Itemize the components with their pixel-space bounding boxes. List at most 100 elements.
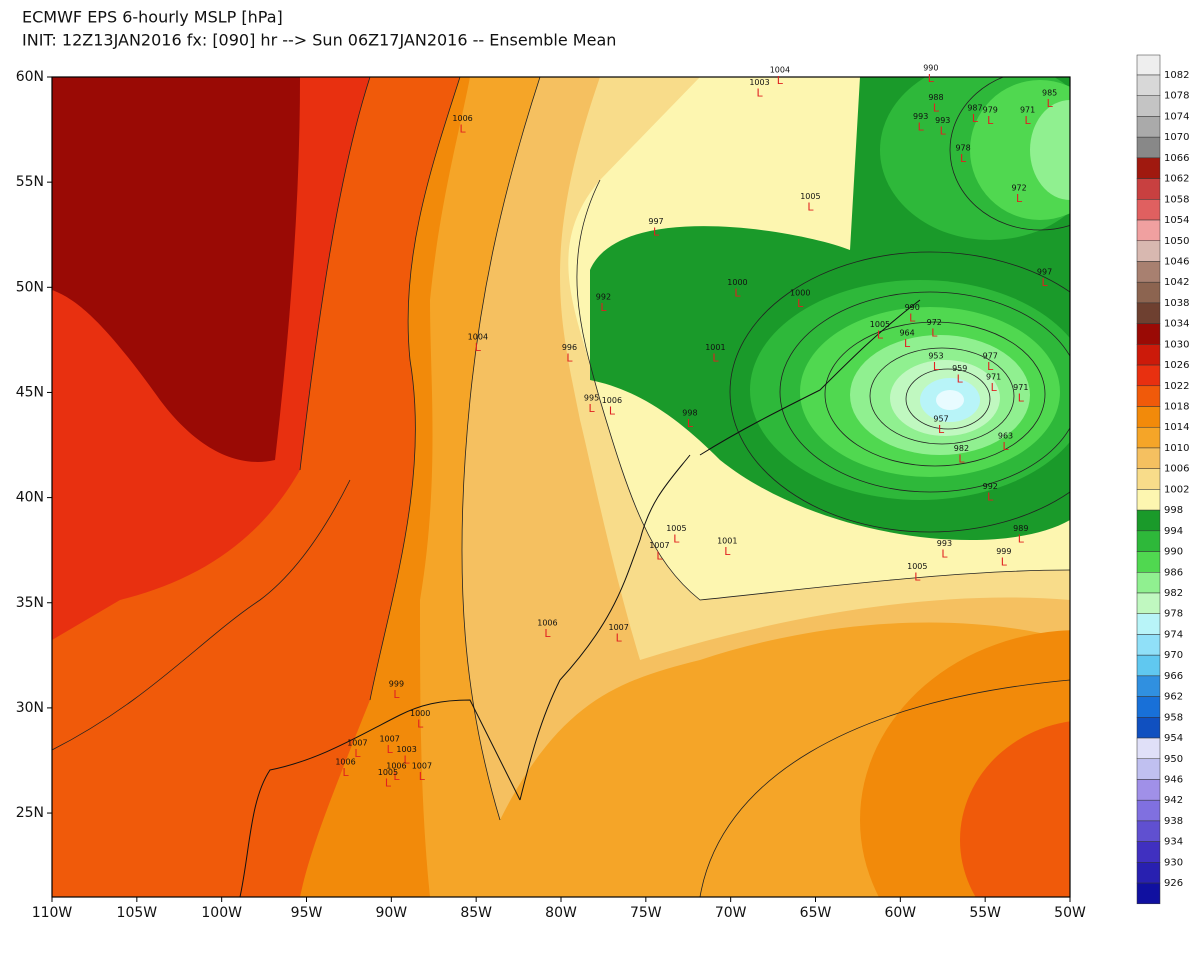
low-symbol: L [616,631,623,644]
low-symbol: L [909,312,916,325]
low-value: 985 [1042,89,1057,98]
colorbar-box [1136,675,1161,697]
low-value: 964 [899,328,914,337]
low-symbol: L [933,101,940,114]
colorbar-box [1136,199,1161,221]
low-value: 1007 [379,734,399,743]
low-value: 1006 [537,619,557,628]
colorbar-label: 946 [1164,774,1183,785]
colorbar-label: 1054 [1164,215,1189,226]
low-value: 987 [967,103,982,112]
low-value: 989 [1013,524,1028,533]
low-symbol: L [566,352,573,365]
low-value: 1006 [602,396,622,405]
low-symbol: L [931,326,938,339]
colorbar-label: 982 [1164,588,1183,599]
x-tick-label: 75W [630,905,662,921]
low-symbol: L [1047,97,1054,110]
low-symbol: L [1018,533,1025,546]
low-symbol: L [987,360,994,373]
colorbar-label: 1058 [1164,194,1189,205]
x-tick-label: 110W [32,905,73,921]
colorbar-label: 1074 [1164,111,1189,122]
colorbar-label: 1050 [1164,236,1189,247]
y-tick-label: 40N [16,490,44,506]
low-symbol: L [1025,114,1032,127]
low-symbol: L [600,301,607,314]
low-value: 1004 [468,333,488,342]
y-tick-label: 30N [16,700,44,716]
low-symbol: L [904,337,911,350]
low-value: 995 [584,394,599,403]
low-symbol: L [687,417,694,430]
colorbar-label: 950 [1164,754,1183,765]
colorbar-label: 962 [1164,692,1183,703]
low-value: 1000 [790,289,810,298]
low-symbol: L [387,743,394,756]
x-tick-label: 60W [884,905,916,921]
low-value: 1005 [800,192,820,201]
colorbar-label: 938 [1164,816,1183,827]
low-symbol: L [958,453,965,466]
low-symbol: L [960,152,967,165]
colorbar-box [1136,136,1161,159]
y-tick-label: 25N [16,805,44,821]
low-value: 982 [954,444,969,453]
low-symbol: L [928,72,935,85]
low-value: 990 [905,303,920,312]
low-value: 1003 [396,745,416,754]
colorbar-box [1136,654,1161,677]
low-symbol: L [957,373,964,386]
colorbar-label: 1034 [1164,319,1189,330]
subtitle: INIT: 12Z13JAN2016 fx: [090] hr --> Sun … [22,31,616,50]
colorbar-box [1136,862,1161,884]
y-tick-label: 55N [16,174,44,190]
colorbar-box [1136,758,1161,780]
colorbar-box [1136,717,1161,739]
colorbar-box [1136,281,1161,304]
colorbar-box [1136,116,1161,138]
low-value: 992 [983,482,998,491]
y-tick-label: 45N [16,384,44,400]
low-symbol: L [918,120,925,133]
colorbar-label: 978 [1164,609,1183,620]
low-symbol: L [417,718,424,731]
colorbar-box [1136,74,1161,96]
low-symbol: L [1016,192,1023,205]
colorbar-box [1136,509,1161,532]
colorbar-box [1136,426,1161,449]
low-value: 1001 [717,537,737,546]
colorbar-label: 1066 [1164,153,1189,164]
y-tick-label: 50N [16,279,44,295]
low-symbol: L [385,777,392,790]
x-tick-label: 100W [201,905,242,921]
colorbar-box [1136,489,1161,511]
low-symbol: L [941,547,948,560]
colorbar-box [1136,468,1161,490]
colorbar-box [1136,530,1161,552]
low-symbol: L [914,570,921,583]
low-symbol: L [807,200,814,213]
colorbar-box [1136,302,1161,324]
low-value: 1007 [649,541,669,550]
colorbar-label: 1022 [1164,381,1189,392]
low-symbol: L [712,352,719,365]
low-symbol: L [393,688,400,701]
colorbar-label: 954 [1164,733,1183,744]
low-symbol: L [991,381,998,394]
colorbar-label: 1010 [1164,443,1189,454]
colorbar-box [1136,613,1161,635]
low-value: 963 [998,432,1013,441]
low-symbol: L [734,287,741,300]
low-value: 1004 [770,66,790,75]
colorbar-label: 930 [1164,857,1183,868]
low-symbol: L [673,533,680,546]
colorbar-label: 966 [1164,671,1183,682]
low-value: 972 [1011,183,1026,192]
colorbar-box [1136,572,1161,594]
low-symbol: L [1001,556,1008,569]
colorbar-box [1136,240,1161,262]
x-tick-label: 55W [969,905,1001,921]
low-value: 959 [952,364,967,373]
x-tick-label: 70W [715,905,747,921]
